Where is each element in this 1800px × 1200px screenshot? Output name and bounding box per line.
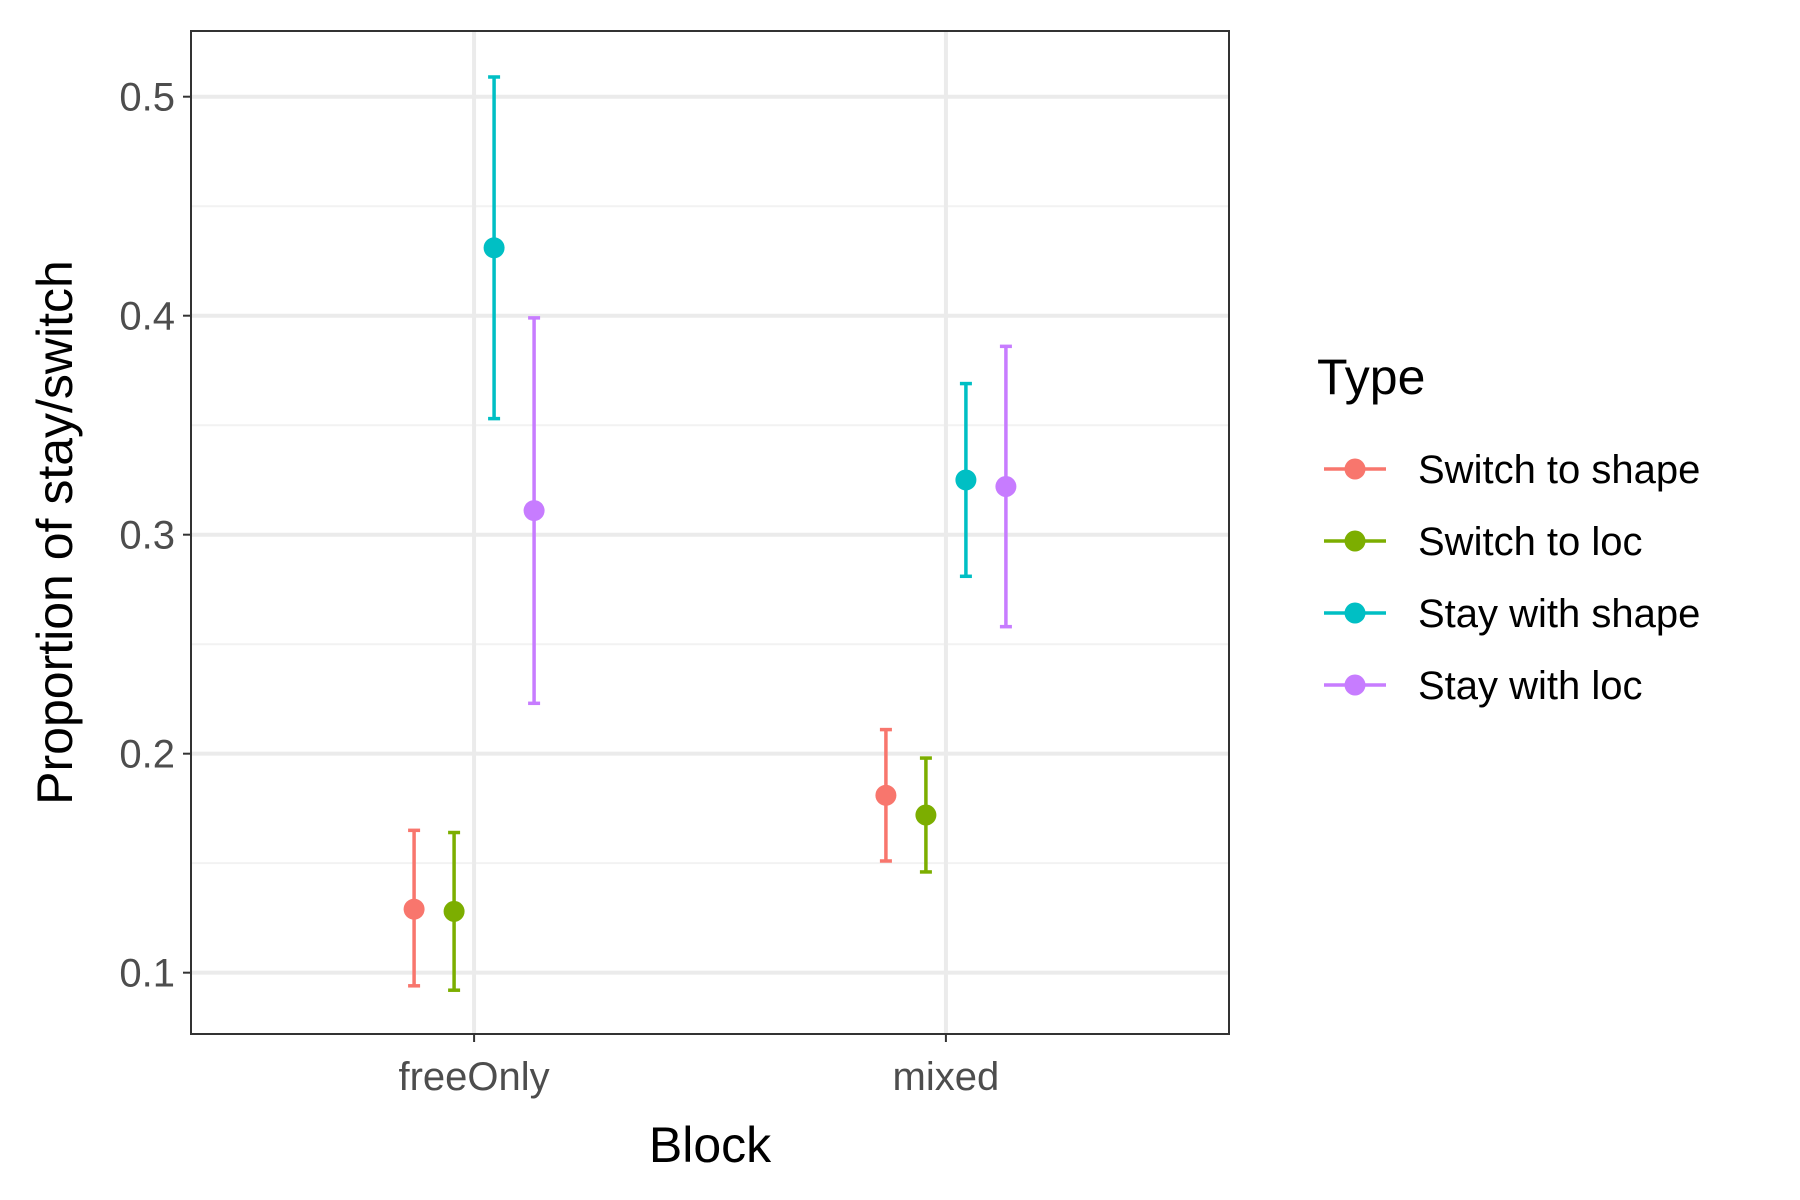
legend-key-point <box>1344 674 1366 696</box>
legend-title: Type <box>1317 349 1425 405</box>
x-tick-label: freeOnly <box>399 1055 550 1099</box>
data-point <box>995 476 1017 498</box>
y-tick-label: 0.3 <box>119 514 175 558</box>
gridlines <box>191 31 1229 1034</box>
data-point <box>915 804 937 826</box>
data-point <box>443 900 465 922</box>
data-point <box>483 237 505 259</box>
legend-label: Stay with shape <box>1418 592 1700 636</box>
data-point <box>523 500 545 522</box>
y-tick-label: 0.1 <box>119 952 175 996</box>
legend-label: Switch to loc <box>1418 520 1643 564</box>
data-point <box>955 469 977 491</box>
y-tick-label: 0.2 <box>119 733 175 777</box>
data-point <box>403 898 425 920</box>
legend-label: Switch to shape <box>1418 448 1700 492</box>
legend-key-point <box>1344 530 1366 552</box>
y-axis-title: Proportion of stay/switch <box>27 260 83 805</box>
legend: Type Switch to shape Switch to loc Stay wi… <box>1317 349 1700 708</box>
y-tick-label: 0.5 <box>119 76 175 120</box>
panel-border <box>190 30 1230 1035</box>
y-tick-label: 0.4 <box>119 295 175 339</box>
legend-key-point <box>1344 458 1366 480</box>
x-tick-label: mixed <box>893 1055 1000 1099</box>
legend-label: Stay with loc <box>1418 664 1643 708</box>
legend-key-point <box>1344 602 1366 624</box>
x-axis-title: Block <box>649 1117 772 1173</box>
plot-marks <box>403 75 1017 992</box>
data-point <box>875 784 897 806</box>
axes: 0.1 0.2 0.3 0.4 0.5 freeOnly mixed <box>119 76 999 1099</box>
